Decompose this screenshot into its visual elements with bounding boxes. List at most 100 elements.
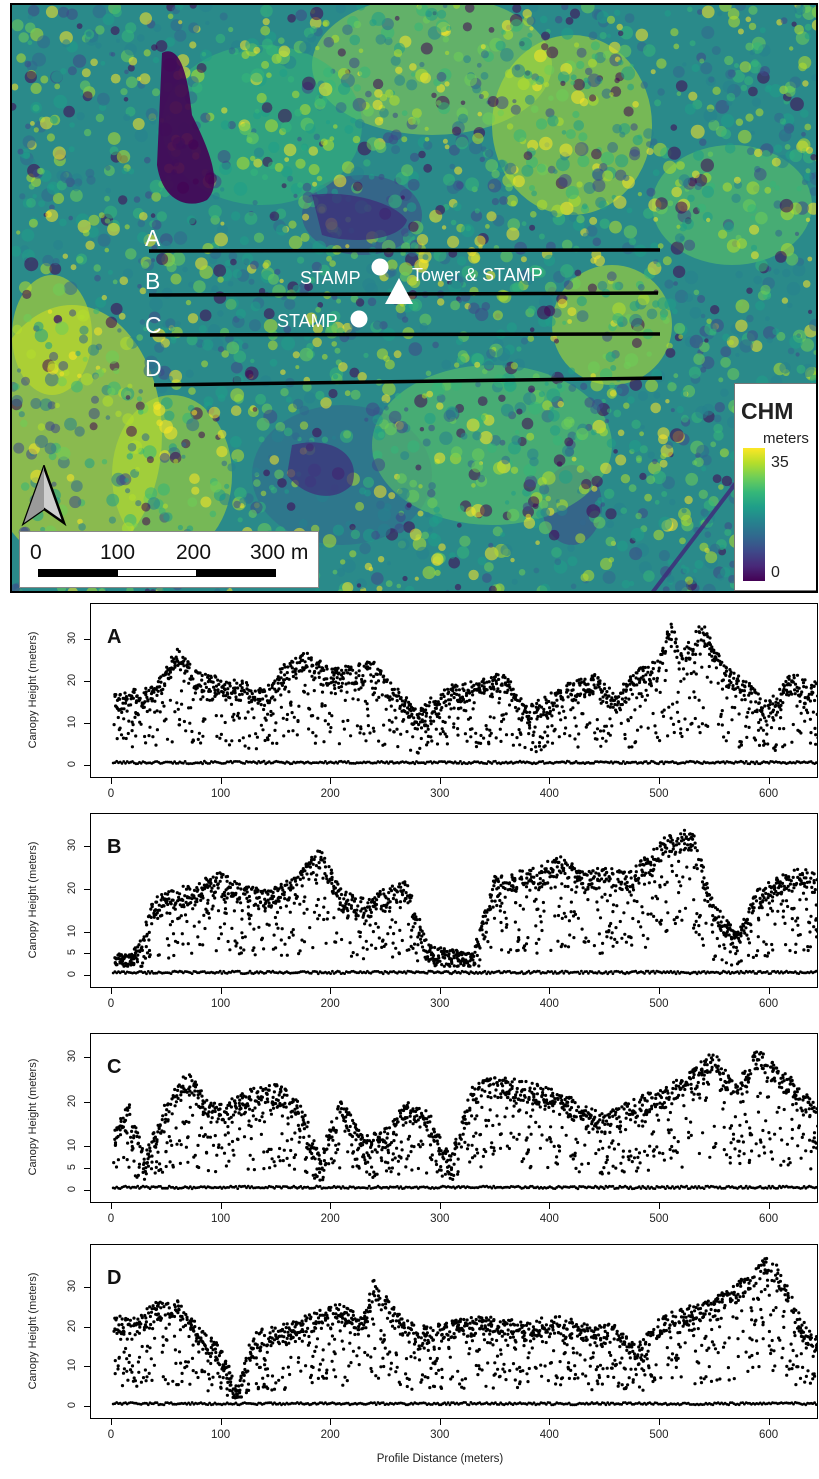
canopy-point — [758, 718, 763, 722]
canopy-point — [498, 904, 503, 908]
canopy-point — [710, 645, 714, 649]
canopy-point — [727, 685, 731, 689]
canopy-point — [814, 903, 817, 907]
canopy-point — [153, 1135, 157, 1139]
canopy-point — [471, 707, 475, 711]
canopy-point — [156, 689, 160, 693]
canopy-point — [145, 951, 150, 955]
canopy-point — [430, 739, 434, 743]
ground-point — [620, 762, 624, 765]
canopy-point — [273, 698, 277, 702]
canopy-point — [771, 708, 776, 712]
ground-point — [527, 969, 531, 973]
canopy-point — [247, 746, 251, 750]
ground-point — [497, 969, 501, 973]
canopy-point — [679, 848, 683, 852]
canopy-point — [420, 929, 424, 933]
canopy-point — [147, 1143, 151, 1147]
canopy-point — [267, 901, 271, 905]
canopy-point — [605, 690, 609, 694]
canopy-point — [784, 886, 789, 891]
x-tick-label: 400 — [539, 788, 559, 800]
canopy-point — [610, 867, 614, 871]
canopy-point — [787, 677, 791, 681]
canopy-point — [804, 685, 808, 689]
canopy-point — [147, 688, 151, 693]
canopy-point — [230, 739, 234, 743]
canopy-point — [329, 726, 333, 730]
canopy-point — [419, 937, 423, 941]
canopy-point — [253, 695, 257, 699]
canopy-point — [613, 937, 617, 941]
canopy-point — [557, 711, 561, 715]
ground-point — [148, 971, 152, 975]
x-tick-mark — [220, 988, 222, 994]
canopy-point — [342, 671, 346, 675]
canopy-point — [449, 693, 454, 697]
canopy-point — [323, 865, 328, 869]
canopy-point — [214, 879, 218, 884]
canopy-point — [636, 920, 641, 924]
ground-point — [122, 760, 126, 763]
canopy-point — [169, 902, 173, 906]
canopy-point — [672, 730, 676, 735]
canopy-point — [280, 927, 284, 931]
canopy-point — [438, 716, 442, 720]
canopy-point — [317, 913, 321, 917]
canopy-point — [142, 705, 146, 709]
canopy-point — [749, 700, 753, 704]
canopy-point — [450, 961, 454, 965]
canopy-point — [635, 683, 639, 687]
canopy-point — [133, 715, 137, 719]
canopy-point — [659, 859, 663, 863]
canopy-point — [739, 959, 743, 963]
canopy-point — [182, 905, 186, 909]
canopy-point — [392, 730, 396, 734]
canopy-point — [187, 896, 191, 900]
canopy-point — [411, 946, 415, 950]
canopy-point — [150, 902, 154, 906]
ground-point — [671, 1185, 674, 1188]
canopy-point — [600, 951, 604, 955]
ground-point — [329, 972, 332, 975]
canopy-point — [757, 701, 761, 705]
canopy-point — [756, 728, 761, 732]
canopy-point — [371, 686, 375, 690]
canopy-point — [469, 680, 473, 684]
canopy-point — [291, 729, 295, 733]
canopy-point — [747, 681, 752, 686]
canopy-point — [705, 891, 709, 895]
canopy-point — [454, 688, 458, 692]
canopy-point — [771, 895, 775, 899]
canopy-point — [439, 946, 443, 950]
canopy-point — [500, 719, 504, 724]
canopy-point — [670, 838, 674, 842]
canopy-point — [181, 898, 185, 902]
canopy-point — [605, 899, 610, 903]
canopy-point — [654, 688, 658, 692]
canopy-point — [452, 964, 456, 968]
canopy-point — [814, 917, 817, 921]
canopy-point — [672, 844, 676, 848]
canopy-point — [302, 940, 307, 944]
canopy-point — [625, 880, 629, 884]
scatter-plot-c — [111, 1050, 817, 1191]
canopy-point — [442, 688, 447, 692]
canopy-point — [357, 669, 361, 673]
canopy-point — [236, 886, 240, 890]
ground-point — [639, 1187, 643, 1190]
canopy-point — [617, 695, 621, 699]
canopy-point — [167, 890, 171, 894]
canopy-point — [751, 902, 755, 906]
canopy-point — [570, 862, 574, 866]
canopy-point — [600, 689, 604, 693]
canopy-point — [172, 657, 176, 661]
canopy-point — [721, 678, 726, 682]
canopy-point — [192, 924, 196, 928]
canopy-point — [389, 681, 393, 685]
canopy-point — [161, 1114, 165, 1118]
canopy-point — [118, 726, 122, 730]
canopy-point — [178, 1161, 182, 1165]
ground-point — [315, 970, 318, 974]
canopy-point — [369, 679, 373, 683]
